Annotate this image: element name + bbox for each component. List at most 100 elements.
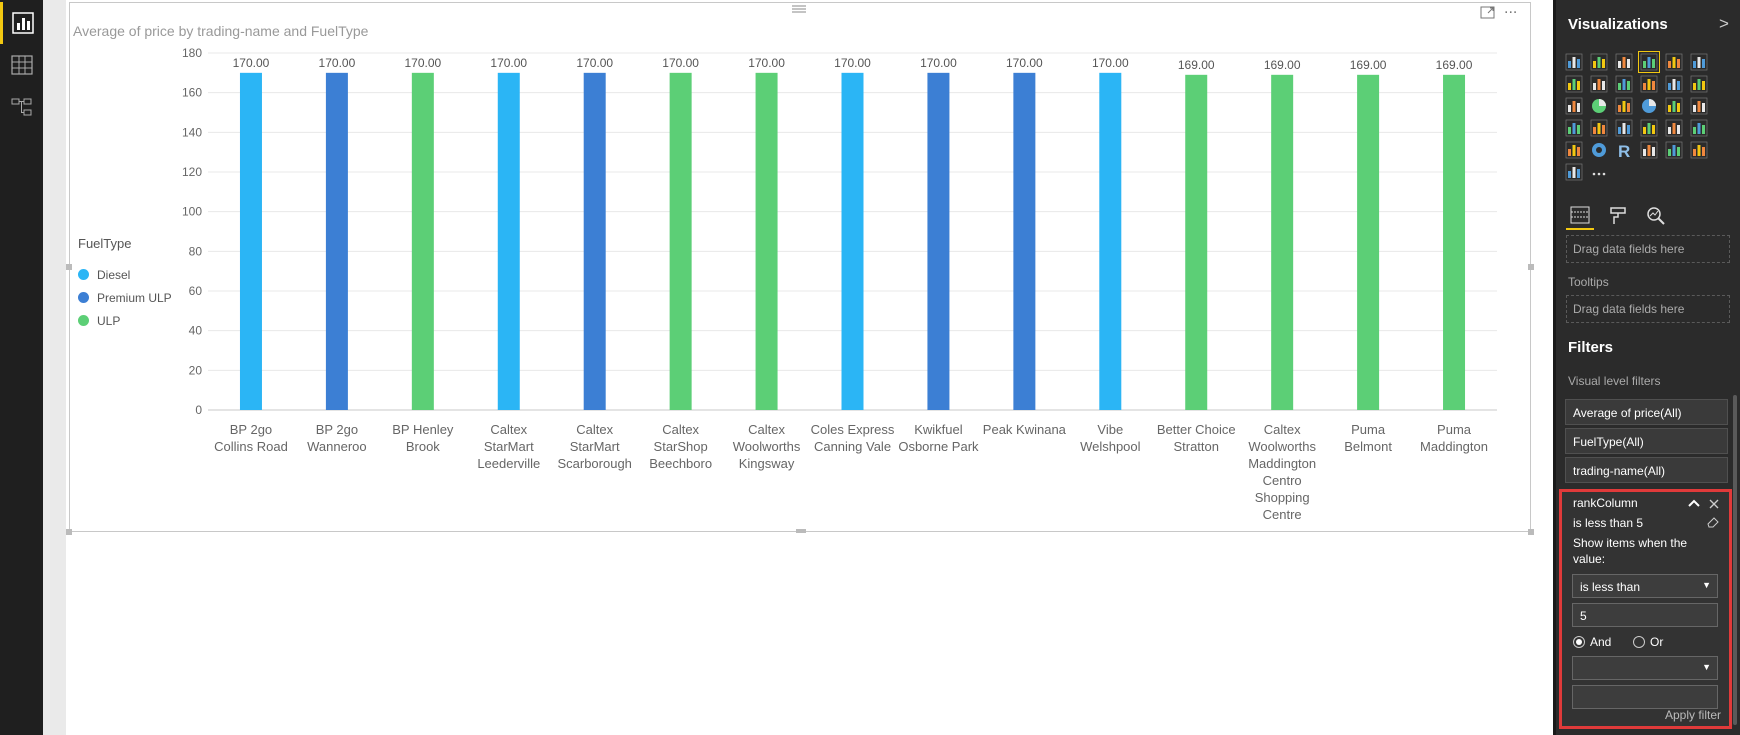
arcgis-icon[interactable] bbox=[1664, 140, 1684, 160]
area-chart-icon[interactable] bbox=[1589, 74, 1609, 94]
left-navigation bbox=[0, 0, 43, 735]
bar[interactable] bbox=[1013, 72, 1036, 410]
pie-chart-icon[interactable] bbox=[1589, 96, 1609, 116]
bar[interactable] bbox=[1443, 74, 1466, 411]
filter-chip-average-price[interactable]: Average of price(All) bbox=[1565, 399, 1728, 425]
x-category-line: Better Choice bbox=[1157, 422, 1236, 437]
x-category-line: Centro bbox=[1263, 473, 1302, 488]
slicer-icon[interactable] bbox=[1564, 140, 1584, 160]
waterfall-icon[interactable] bbox=[1564, 118, 1584, 138]
filter-chip-trading-name[interactable]: trading-name(All) bbox=[1565, 457, 1728, 483]
stacked-bar-icon[interactable] bbox=[1564, 52, 1584, 72]
x-category-line: Scarborough bbox=[557, 456, 631, 471]
bar[interactable] bbox=[755, 72, 778, 410]
funnel-icon[interactable] bbox=[1589, 118, 1609, 138]
column-chart: 0 20 40 60 80 100 120 140 160 180 170.00 BP 2go Coll… bbox=[182, 46, 1497, 522]
bar[interactable] bbox=[583, 72, 606, 410]
tooltips-drop-well[interactable]: Drag data fields here bbox=[1566, 295, 1730, 323]
bar[interactable] bbox=[1271, 74, 1294, 411]
focus-mode-icon[interactable] bbox=[1480, 6, 1496, 20]
pane-scrollbar[interactable] bbox=[1733, 395, 1737, 725]
y-tick-label: 80 bbox=[189, 244, 203, 258]
or-radio[interactable]: Or bbox=[1633, 635, 1663, 649]
visual-level-filters-label: Visual level filters bbox=[1568, 374, 1661, 388]
or-label: Or bbox=[1650, 635, 1664, 649]
analytics-tab[interactable] bbox=[1642, 202, 1670, 230]
bar[interactable] bbox=[411, 72, 434, 410]
chevron-up-icon[interactable] bbox=[1688, 499, 1700, 507]
gauge-icon[interactable] bbox=[1614, 118, 1634, 138]
show-items-label: Show items when the bbox=[1573, 536, 1688, 550]
condition-value: is less than bbox=[1580, 580, 1641, 594]
bar[interactable] bbox=[1099, 72, 1122, 410]
resize-handle-corner-right[interactable] bbox=[1528, 529, 1534, 535]
condition-dropdown[interactable]: is less than ▼ bbox=[1572, 574, 1718, 598]
r-script-icon[interactable]: R bbox=[1614, 140, 1634, 161]
legend-item-ulp[interactable]: ULP bbox=[78, 309, 172, 332]
resize-handle-right[interactable] bbox=[1528, 264, 1534, 270]
more-visuals-icon[interactable] bbox=[1589, 162, 1609, 182]
line-clustered-icon[interactable] bbox=[1664, 74, 1684, 94]
treemap-icon[interactable] bbox=[1614, 96, 1634, 116]
bar[interactable] bbox=[1357, 74, 1380, 411]
fields-tab[interactable] bbox=[1566, 202, 1594, 230]
clustered-bar-icon[interactable] bbox=[1614, 52, 1634, 72]
multirow-card-icon[interactable] bbox=[1639, 118, 1659, 138]
matrix-icon[interactable] bbox=[1689, 96, 1709, 116]
card-icon[interactable] bbox=[1664, 118, 1684, 138]
table-icon bbox=[10, 55, 33, 75]
x-category-label: Puma Belmont bbox=[1344, 422, 1392, 454]
radio-selected-icon bbox=[1573, 636, 1585, 648]
bar[interactable] bbox=[497, 72, 520, 410]
x-category-line: BP Henley bbox=[392, 422, 454, 437]
collapse-pane-chevron-icon[interactable]: > bbox=[1719, 14, 1729, 33]
bar[interactable] bbox=[239, 72, 262, 410]
bar[interactable] bbox=[325, 72, 348, 410]
filled-map-icon[interactable] bbox=[1639, 140, 1659, 160]
custom-visual-icon[interactable] bbox=[1564, 162, 1584, 182]
globe-map-icon[interactable] bbox=[1639, 96, 1659, 116]
apply-filter-button[interactable]: Apply filter bbox=[1664, 708, 1721, 722]
resize-handle-left[interactable] bbox=[66, 264, 72, 270]
line-chart-icon[interactable] bbox=[1564, 74, 1584, 94]
second-value-input[interactable] bbox=[1572, 685, 1718, 709]
100-column-icon[interactable] bbox=[1689, 52, 1709, 72]
x-category-line: Belmont bbox=[1344, 439, 1392, 454]
filter-chip-fueltype[interactable]: FuelType(All) bbox=[1565, 428, 1728, 454]
x-category-line: Caltex bbox=[490, 422, 527, 437]
close-icon[interactable] bbox=[1709, 499, 1719, 509]
grid-icon[interactable] bbox=[1689, 140, 1709, 160]
line-column-icon[interactable] bbox=[1639, 74, 1659, 94]
relationships-view-button[interactable] bbox=[0, 86, 43, 128]
stacked-area-icon[interactable] bbox=[1614, 74, 1634, 94]
legend-item-diesel[interactable]: Diesel bbox=[78, 263, 172, 286]
table-visual-icon[interactable] bbox=[1664, 96, 1684, 116]
tooltips-label: Tooltips bbox=[1568, 275, 1609, 289]
legend-item-premium-ulp[interactable]: Premium ULP bbox=[78, 286, 172, 309]
ribbon-chart-icon[interactable] bbox=[1689, 74, 1709, 94]
x-category-line: Peak Kwinana bbox=[983, 422, 1067, 437]
condition-value-input[interactable]: 5 bbox=[1572, 603, 1718, 627]
bar[interactable] bbox=[1185, 74, 1208, 411]
field-drop-well[interactable]: Drag data fields here bbox=[1566, 235, 1730, 263]
and-radio[interactable]: And bbox=[1573, 635, 1611, 649]
second-condition-dropdown[interactable]: ▼ bbox=[1572, 656, 1718, 680]
kpi-icon[interactable] bbox=[1689, 118, 1709, 138]
report-view-button[interactable] bbox=[0, 2, 43, 44]
bar[interactable] bbox=[841, 72, 864, 410]
data-view-button[interactable] bbox=[0, 44, 43, 86]
scatter-icon[interactable] bbox=[1564, 96, 1584, 116]
bar[interactable] bbox=[927, 72, 950, 410]
donut-icon[interactable] bbox=[1589, 140, 1609, 160]
100-bar-icon[interactable] bbox=[1664, 52, 1684, 72]
stacked-column-icon[interactable] bbox=[1589, 52, 1609, 72]
drag-handle-icon[interactable] bbox=[791, 4, 807, 14]
clustered-column-icon[interactable] bbox=[1638, 51, 1660, 73]
format-tab[interactable] bbox=[1604, 202, 1632, 230]
resize-handle-bottom[interactable] bbox=[796, 529, 806, 533]
y-tick-label: 20 bbox=[189, 363, 203, 377]
bar[interactable] bbox=[669, 72, 692, 410]
eraser-icon[interactable] bbox=[1706, 516, 1720, 528]
resize-handle-corner-left[interactable] bbox=[66, 529, 72, 535]
more-options-icon[interactable]: ... bbox=[1504, 0, 1518, 17]
